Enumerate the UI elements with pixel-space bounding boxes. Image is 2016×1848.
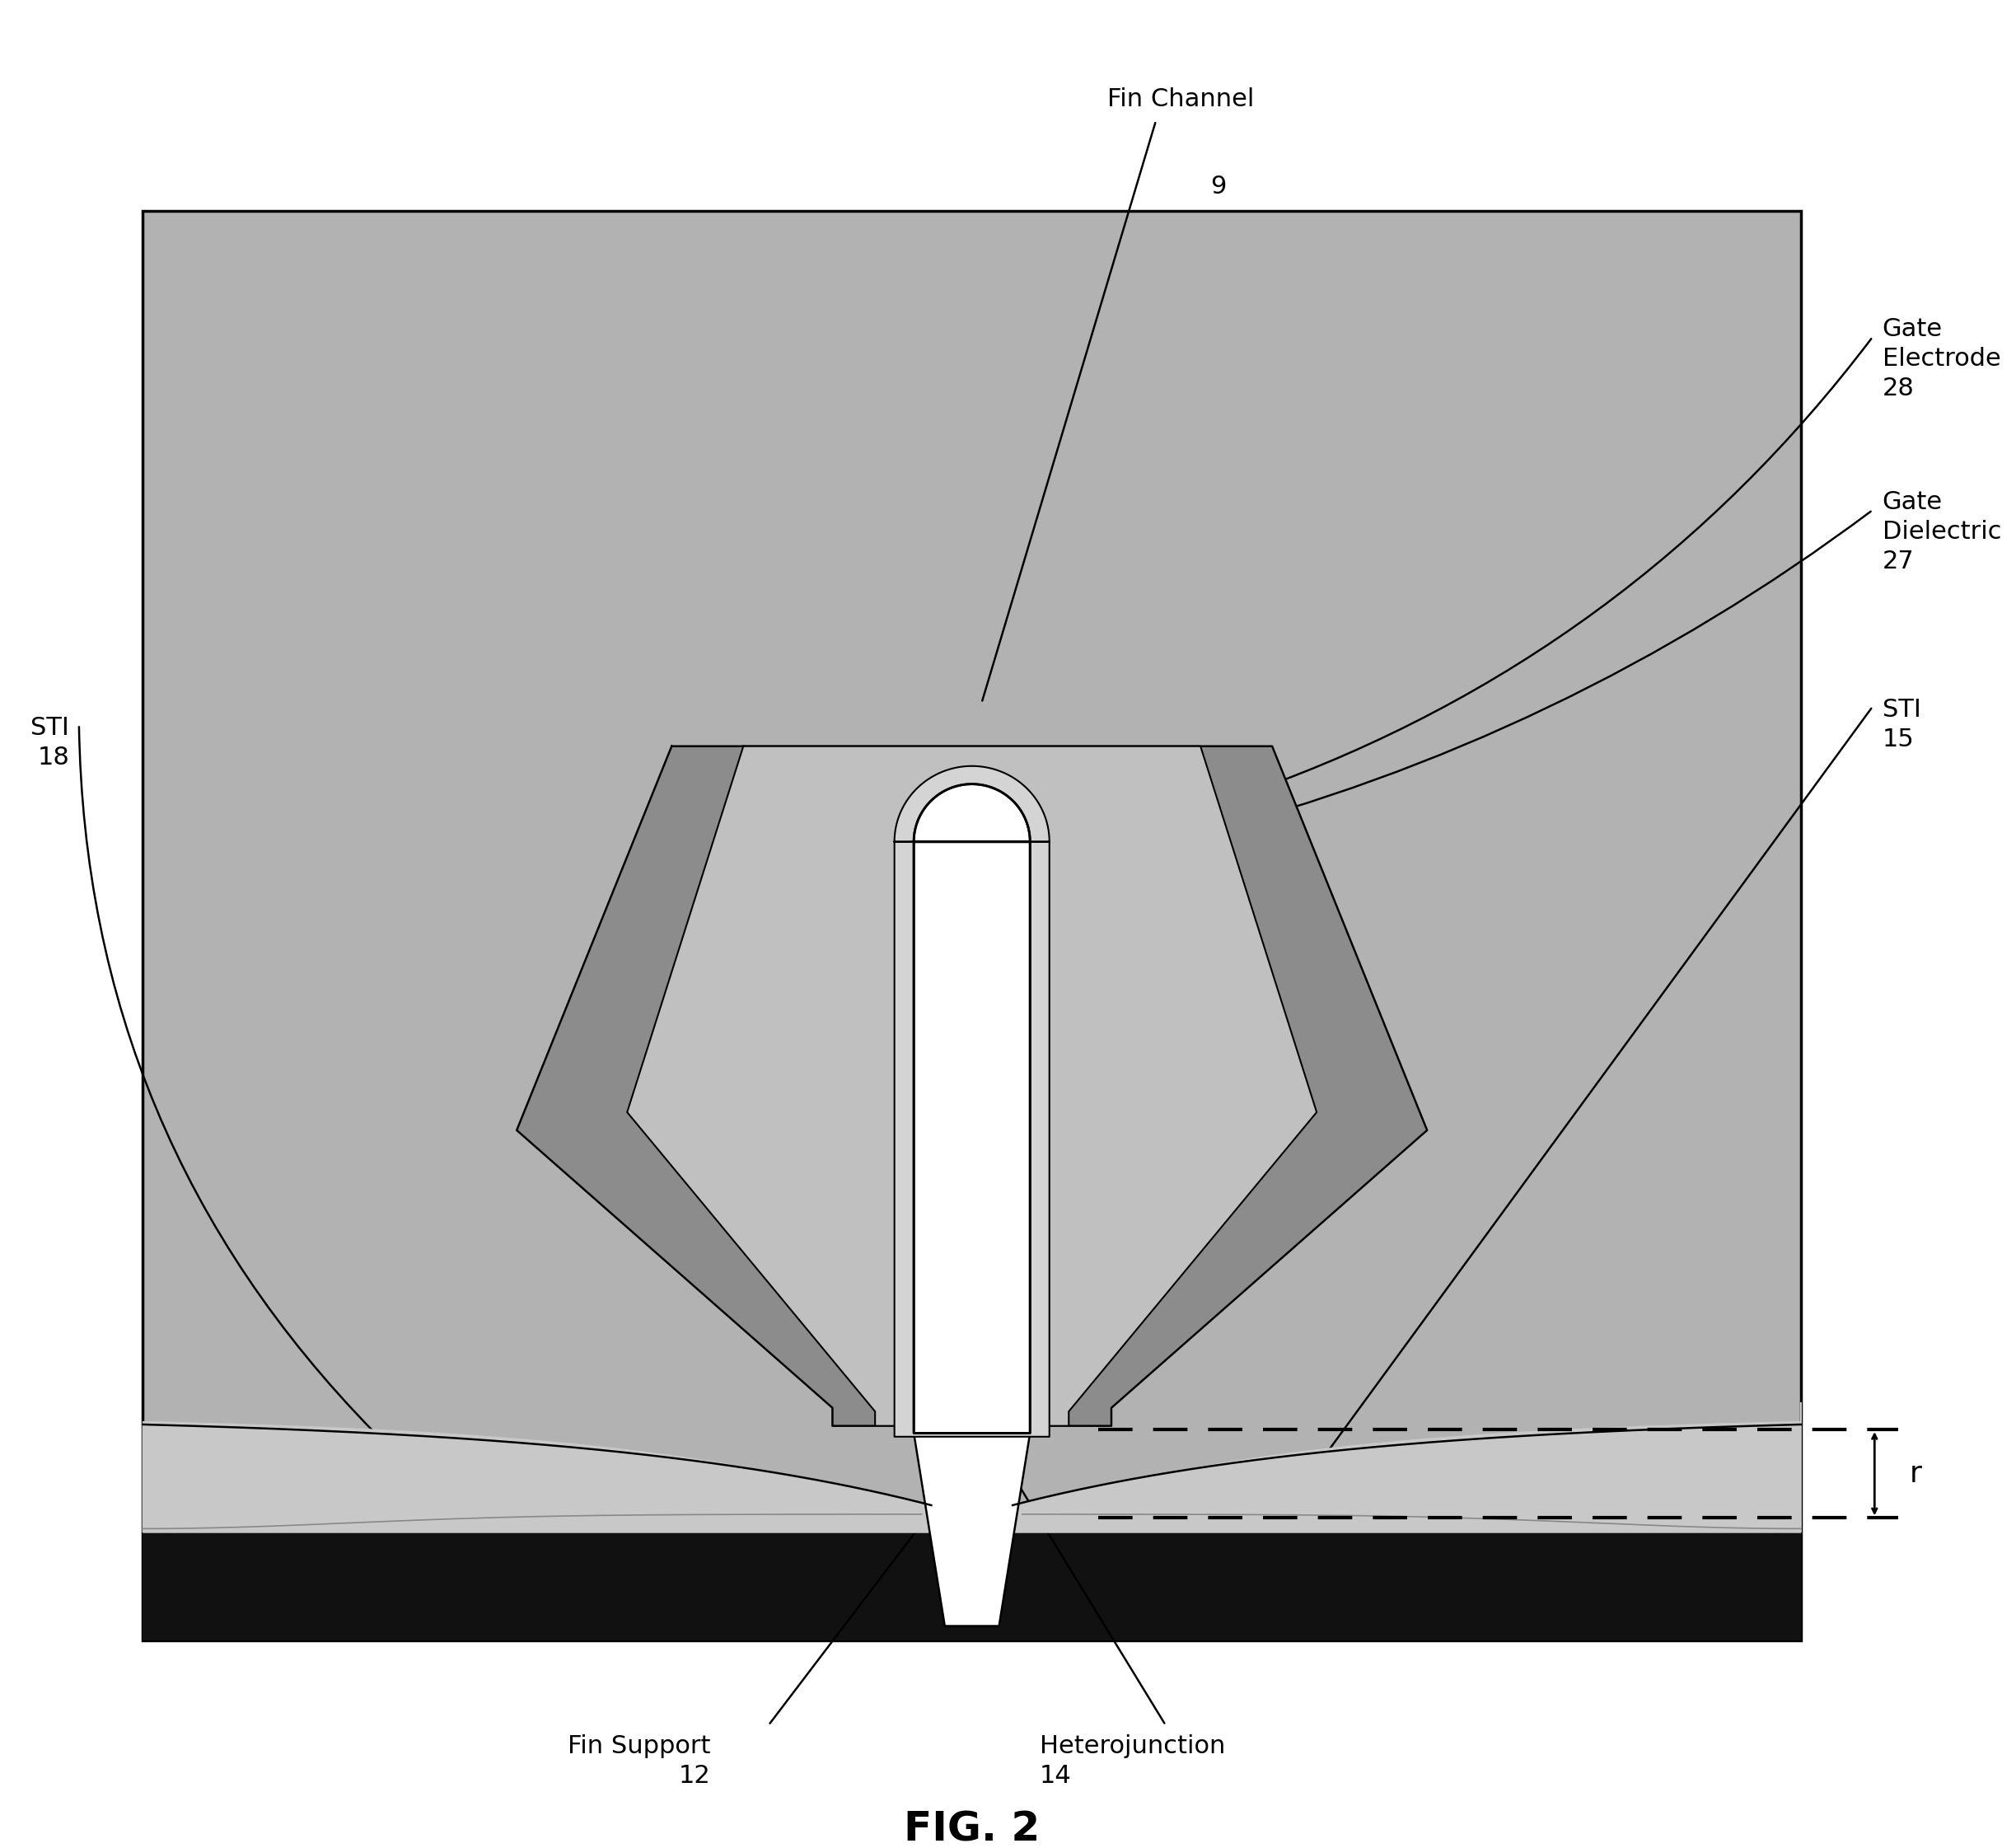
Text: Gate
Electrode
28: Gate Electrode 28	[1883, 318, 2000, 401]
Text: 9: 9	[1210, 176, 1226, 198]
Polygon shape	[143, 1425, 931, 1532]
Text: Fin Support
12: Fin Support 12	[566, 1733, 710, 1787]
Bar	[143, 1514, 1800, 1532]
Polygon shape	[516, 747, 1427, 1427]
Polygon shape	[1012, 1403, 1800, 1532]
Bar	[143, 211, 1800, 1641]
Polygon shape	[1012, 1403, 1800, 1532]
Text: r: r	[1909, 1460, 1921, 1488]
Polygon shape	[895, 767, 1050, 1436]
Text: Gate
Dielectric
27: Gate Dielectric 27	[1883, 490, 2002, 573]
Polygon shape	[913, 784, 1030, 1432]
Polygon shape	[143, 1421, 931, 1532]
Bar	[143, 1532, 1800, 1641]
Text: STI
18: STI 18	[30, 715, 69, 769]
Text: Fin Channel: Fin Channel	[1107, 87, 1254, 111]
Polygon shape	[627, 747, 1316, 1427]
Text: Heterojunction
14: Heterojunction 14	[1040, 1733, 1226, 1787]
Polygon shape	[913, 784, 1030, 1432]
Text: STI
15: STI 15	[1883, 699, 1921, 752]
Text: FIG. 2: FIG. 2	[903, 1809, 1040, 1848]
Polygon shape	[913, 1432, 1030, 1626]
